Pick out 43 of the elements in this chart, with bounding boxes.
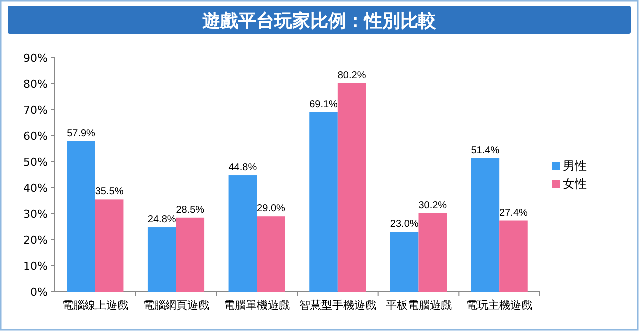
bar xyxy=(338,83,366,292)
bar xyxy=(148,228,176,292)
bar xyxy=(418,213,448,292)
data-label: 30.2% xyxy=(418,200,448,212)
y-tick-label: 60% xyxy=(24,130,48,143)
y-tick-label: 70% xyxy=(24,104,48,117)
data-label: 51.4% xyxy=(471,145,500,156)
data-label: 69.1% xyxy=(310,99,338,110)
data-label: 35.5% xyxy=(95,186,124,198)
bar xyxy=(310,112,338,292)
data-label: 27.4% xyxy=(500,208,528,219)
x-tick-label: 電腦單機遊戲 xyxy=(224,299,290,312)
bar xyxy=(257,216,286,292)
data-label: 24.8% xyxy=(148,214,176,226)
x-tick-label: 電腦線上遊戲 xyxy=(62,299,128,312)
data-label: 29.0% xyxy=(257,204,286,215)
x-tick-label: 平板電腦遊戲 xyxy=(386,299,452,312)
data-label: 44.8% xyxy=(228,162,258,174)
chart-title: 遊戲平台玩家比例：性別比較 xyxy=(202,11,438,32)
legend-label: 男性 xyxy=(563,159,587,173)
y-tick-label: 20% xyxy=(24,234,48,247)
data-label: 28.5% xyxy=(176,204,205,216)
x-tick-label: 電腦網頁遊戲 xyxy=(143,299,210,312)
bar xyxy=(471,158,500,292)
bar xyxy=(95,200,124,292)
legend-label: 女性 xyxy=(563,177,587,191)
y-tick-label: 50% xyxy=(24,156,48,169)
x-tick-label: 電玩主機遊戲 xyxy=(466,299,533,312)
bar xyxy=(500,220,528,292)
y-tick-label: 30% xyxy=(24,208,48,221)
bar xyxy=(67,141,96,292)
y-tick-label: 90% xyxy=(24,52,48,65)
y-tick-label: 0% xyxy=(30,286,48,299)
bar xyxy=(176,218,205,292)
data-label: 80.2% xyxy=(338,70,366,82)
data-label: 23.0% xyxy=(390,219,419,230)
x-tick-label: 智慧型手機遊戲 xyxy=(299,299,376,312)
y-tick-label: 40% xyxy=(24,182,48,195)
y-tick-label: 10% xyxy=(24,260,48,273)
y-tick-label: 80% xyxy=(24,78,48,91)
bar xyxy=(228,176,258,292)
bar xyxy=(390,232,419,292)
data-label: 57.9% xyxy=(67,128,96,140)
